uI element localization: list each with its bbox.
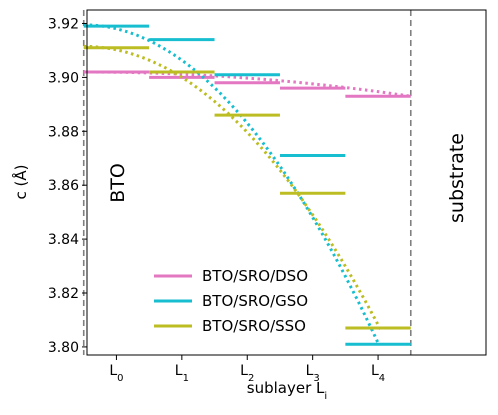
legend-label-bto-sro-sso: BTO/SRO/SSO: [202, 317, 306, 335]
left-region-label: BTO: [107, 163, 129, 203]
legend-label-bto-sro-gso: BTO/SRO/GSO: [202, 292, 308, 310]
y-tick-label: 3.92: [48, 16, 79, 32]
y-tick-label: 3.90: [48, 70, 79, 86]
y-tick-label: 3.80: [48, 340, 79, 356]
plot-frame: [86, 9, 487, 356]
y-axis-label: c (Å): [11, 165, 30, 200]
plot-area: [82, 10, 412, 355]
x-tick-label: L1: [175, 363, 189, 384]
y-tick-label: 3.84: [48, 232, 79, 248]
fit-curve-bto-sro-gso: [83, 23, 380, 344]
legend-label-bto-sro-dso: BTO/SRO/DSO: [202, 267, 308, 285]
fit-curve-bto-sro-sso: [83, 44, 383, 332]
right-region-label: substrate: [446, 133, 468, 223]
y-tick-label: 3.82: [48, 286, 79, 302]
x-tick-label: L2: [240, 363, 254, 384]
x-tick-label: L0: [109, 363, 123, 384]
y-tick-label: 3.86: [48, 178, 79, 194]
legend: BTO/SRO/DSO BTO/SRO/GSO BTO/SRO/SSO: [154, 267, 308, 335]
fit-curve-bto-sro-dso: [83, 70, 412, 98]
y-tick-label: 3.88: [48, 124, 79, 140]
x-tick-label: L4: [371, 363, 385, 384]
x-tick-label: L3: [306, 363, 320, 384]
x-axis-label: sublayer Li: [247, 379, 327, 402]
